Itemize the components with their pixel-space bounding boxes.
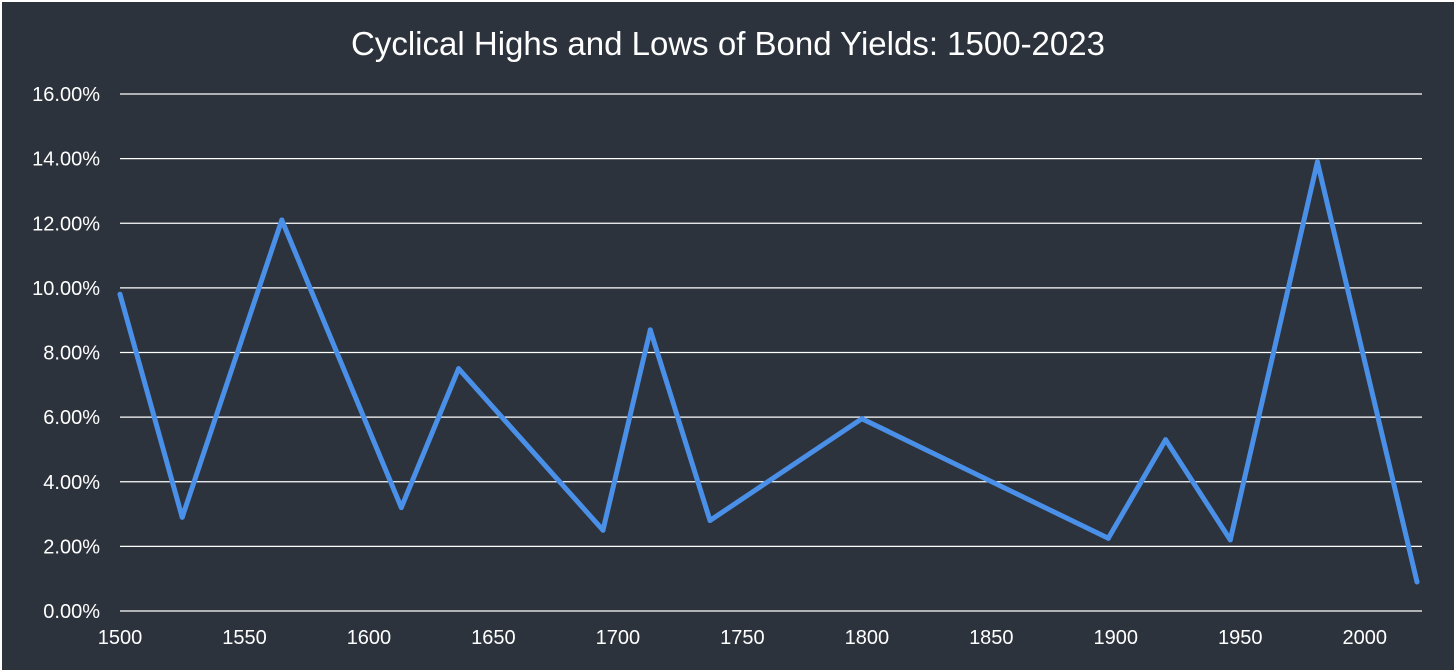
- data-point: [1227, 537, 1233, 543]
- x-tick-label: 1650: [471, 627, 516, 649]
- data-point: [859, 416, 865, 422]
- y-tick-label: 16.00%: [32, 84, 100, 106]
- data-point: [707, 518, 713, 524]
- data-point: [1414, 579, 1420, 585]
- y-tick-label: 10.00%: [32, 278, 100, 300]
- x-tick-label: 1800: [845, 627, 890, 649]
- data-point: [647, 327, 653, 333]
- grid-layer: [120, 93, 1422, 612]
- data-point: [456, 366, 462, 372]
- data-point: [1105, 535, 1111, 541]
- y-tick-label: 6.00%: [43, 407, 100, 429]
- y-axis-labels: 0.00% 2.00% 4.00% 6.00% 8.00% 10.00% 12.00% 14.…: [32, 84, 100, 623]
- x-tick-label: 1750: [720, 627, 765, 649]
- x-axis-labels: 1500 1550 1600 1650 1700 1750 1800 1850 1900 1950…: [98, 627, 1387, 649]
- data-point: [1314, 159, 1320, 165]
- x-tick-label: 1550: [222, 627, 267, 649]
- x-tick-label: 1850: [969, 627, 1014, 649]
- x-tick-label: 1600: [347, 627, 392, 649]
- data-point: [398, 505, 404, 511]
- data-point: [179, 514, 185, 520]
- x-tick-label: 1950: [1218, 627, 1263, 649]
- series-layer: [117, 159, 1420, 585]
- data-point: [1163, 437, 1169, 443]
- y-tick-label: 14.00%: [32, 149, 100, 171]
- chart-title: Cyclical Highs and Lows of Bond Yields: …: [351, 25, 1105, 62]
- y-tick-label: 8.00%: [43, 343, 100, 365]
- data-point: [279, 217, 285, 223]
- data-point: [600, 527, 606, 533]
- y-tick-label: 12.00%: [32, 213, 100, 235]
- x-tick-label: 2000: [1342, 627, 1387, 649]
- y-tick-label: 0.00%: [43, 601, 100, 623]
- series-line: [117, 159, 1420, 585]
- data-point: [117, 291, 123, 297]
- y-tick-label: 4.00%: [43, 472, 100, 494]
- x-tick-label: 1500: [98, 627, 143, 649]
- x-tick-label: 1900: [1094, 627, 1139, 649]
- y-tick-label: 2.00%: [43, 536, 100, 558]
- x-tick-label: 1700: [596, 627, 641, 649]
